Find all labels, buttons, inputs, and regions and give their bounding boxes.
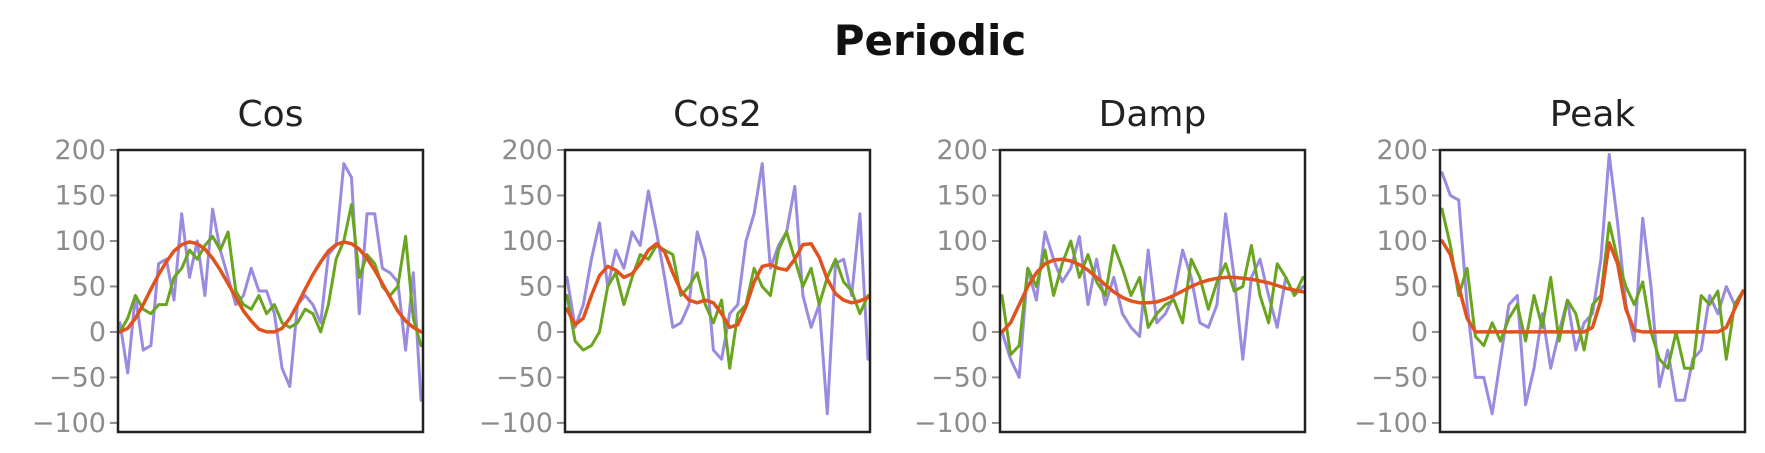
y-tick-label: −50 [496, 362, 553, 393]
y-tick-label: −50 [1371, 362, 1428, 393]
y-tick-label: 50 [519, 271, 553, 302]
series-line-0 [118, 162, 423, 402]
series-line-0 [1440, 153, 1745, 416]
panel-title: Cos [238, 94, 304, 135]
y-tick-label: 0 [536, 317, 553, 348]
plot-frame [998, 148, 1307, 434]
y-tick-label: −100 [479, 408, 553, 439]
y-tick-label: −100 [1354, 408, 1428, 439]
y-tick-label: 200 [1376, 135, 1428, 166]
y-tick-label: 150 [1376, 180, 1428, 211]
series-line-1 [565, 230, 870, 370]
panel-title: Cos2 [673, 94, 762, 135]
y-tick-label: −100 [914, 408, 988, 439]
plot-frame [1438, 148, 1747, 434]
series-line-0 [565, 162, 870, 416]
panel-title: Damp [1099, 94, 1207, 135]
series-line-2 [1000, 257, 1305, 334]
series-line-1 [118, 203, 423, 348]
series-line-2 [565, 241, 870, 330]
y-tick-label: 200 [501, 135, 553, 166]
y-tick-label: 100 [54, 226, 106, 257]
chart-panel-1: Cos2 200 150 100 50 0 −50 −100 [479, 94, 872, 439]
y-tick-label: 0 [89, 317, 106, 348]
series-line-1 [1000, 239, 1305, 357]
plot-frame [563, 148, 872, 434]
y-tick-label: 150 [936, 180, 988, 211]
y-tick-label: 100 [936, 226, 988, 257]
y-tick-label: 100 [501, 226, 553, 257]
y-tick-label: 200 [54, 135, 106, 166]
series-line-0 [1000, 212, 1305, 379]
chart-panel-2: Damp 200 150 100 50 0 −50 −100 [914, 94, 1307, 439]
y-tick-label: 150 [501, 180, 553, 211]
y-tick-label: 50 [72, 271, 106, 302]
series-line-2 [1440, 239, 1745, 334]
y-tick-label: −50 [931, 362, 988, 393]
chart-panel-3: Peak 200 150 100 50 0 −50 −100 [1354, 94, 1747, 439]
y-tick-label: 50 [1394, 271, 1428, 302]
y-tick-label: 150 [54, 180, 106, 211]
figure-title: Periodic [834, 16, 1027, 65]
plot-frame [116, 148, 425, 434]
y-tick-label: −100 [32, 408, 106, 439]
y-tick-label: 100 [1376, 226, 1428, 257]
y-tick-label: −50 [49, 362, 106, 393]
y-tick-label: 0 [1411, 317, 1428, 348]
panel-title: Peak [1550, 94, 1636, 135]
series-line-2 [118, 240, 423, 334]
chart-panel-0: Cos 200 150 100 50 0 −50 −100 [32, 94, 425, 439]
panels: Cos 200 150 100 50 0 −50 −100 Cos2 200 150 100 50 0 −5… [32, 94, 1747, 439]
y-tick-label: 50 [954, 271, 988, 302]
y-tick-label: 0 [971, 317, 988, 348]
series-line-1 [1440, 207, 1745, 370]
y-tick-label: 200 [936, 135, 988, 166]
